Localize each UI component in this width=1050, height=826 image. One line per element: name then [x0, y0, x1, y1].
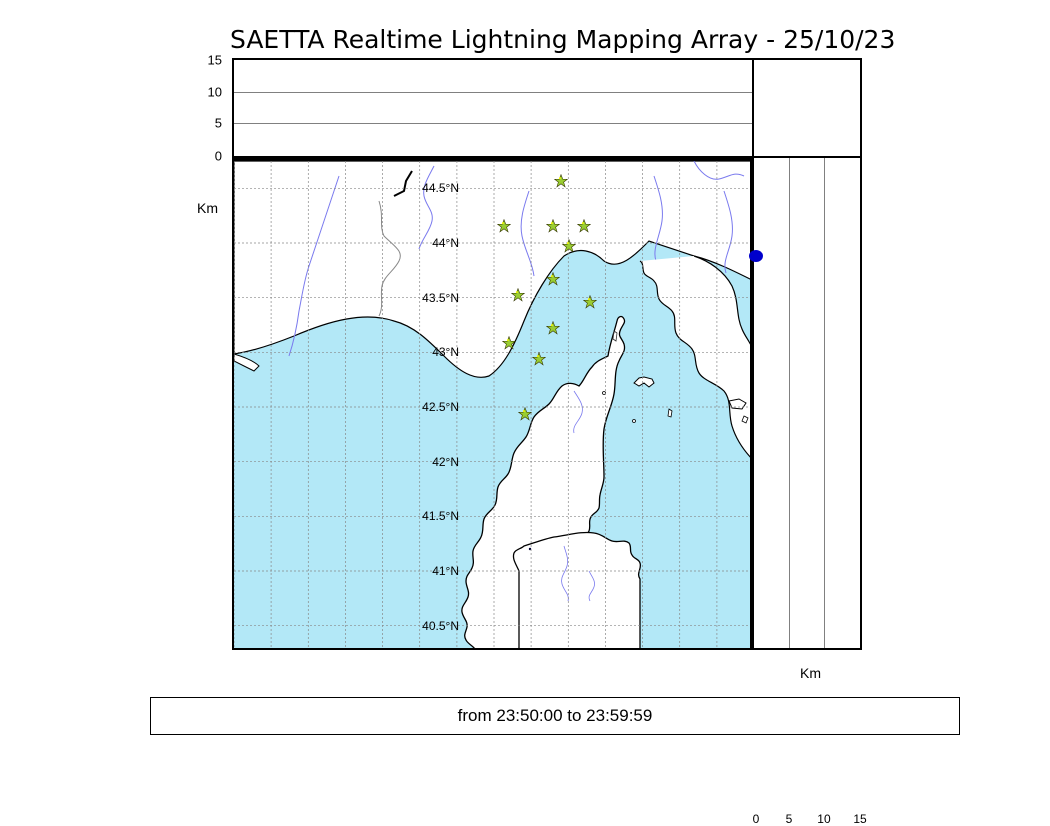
- right-gridline: [824, 158, 825, 648]
- lightning-marker[interactable]: [546, 321, 560, 335]
- map-ytick: 44.5°N: [374, 181, 459, 195]
- map-ytick: 41.5°N: [374, 509, 459, 523]
- page-title: SAETTA Realtime Lightning Mapping Array …: [230, 25, 895, 54]
- time-range-bar: from 23:50:00 to 23:59:59: [150, 697, 960, 735]
- map-ytick: 44°N: [374, 236, 459, 250]
- tiny-island: [668, 409, 672, 417]
- lightning-marker[interactable]: [546, 219, 560, 233]
- map-ytick: 43°N: [374, 345, 459, 359]
- top-right-empty-panel: [752, 58, 862, 158]
- time-range-text: from 23:50:00 to 23:59:59: [458, 706, 653, 726]
- lightning-marker[interactable]: [577, 219, 591, 233]
- right-altitude-panel: 0 5 10 15: [752, 158, 862, 650]
- altitude-gridline: [234, 92, 752, 93]
- right-xtick-15: 15: [853, 812, 866, 826]
- top-altitude-panel: 15 10 5 0: [232, 58, 752, 158]
- main-map-panel[interactable]: 44.5°N 44°N 43.5°N 43°N 42.5°N 42°N 41.5…: [232, 158, 752, 650]
- right-gridline: [789, 158, 790, 648]
- sardinia-island: [513, 532, 640, 650]
- map-ytick: 41°N: [374, 564, 459, 578]
- map-ytick: 40°N: [374, 646, 459, 650]
- map-ytick: 42.5°N: [374, 400, 459, 414]
- lightning-marker[interactable]: [497, 219, 511, 233]
- right-xtick-5: 5: [786, 812, 793, 826]
- right-xtick-10: 10: [817, 812, 830, 826]
- right-km-axis-label: Km: [800, 665, 821, 681]
- map-ytick: 43.5°N: [374, 291, 459, 305]
- coastline-map: [234, 161, 752, 650]
- top-ytick-0: 0: [215, 149, 222, 164]
- lightning-marker[interactable]: [502, 336, 516, 350]
- lightning-marker[interactable]: [554, 174, 568, 188]
- lightning-marker[interactable]: [562, 239, 576, 253]
- top-ytick-5: 5: [215, 116, 222, 131]
- lightning-marker[interactable]: [532, 352, 546, 366]
- map-ytick: 40.5°N: [374, 619, 459, 633]
- top-ytick-15: 15: [208, 53, 222, 68]
- small-island: [634, 377, 654, 387]
- coast-detail: [234, 354, 259, 371]
- station-location-marker[interactable]: [749, 250, 763, 262]
- right-xtick-0: 0: [753, 812, 760, 826]
- lightning-marker[interactable]: [511, 288, 525, 302]
- lightning-marker[interactable]: [546, 272, 560, 286]
- tiny-island: [633, 420, 636, 423]
- lightning-marker[interactable]: [518, 407, 532, 421]
- altitude-gridline: [234, 123, 752, 124]
- italy-coast: [640, 256, 752, 461]
- map-ytick: 42°N: [374, 455, 459, 469]
- top-ytick-10: 10: [208, 84, 222, 99]
- lightning-marker[interactable]: [583, 295, 597, 309]
- top-km-axis-label: Km: [197, 200, 218, 216]
